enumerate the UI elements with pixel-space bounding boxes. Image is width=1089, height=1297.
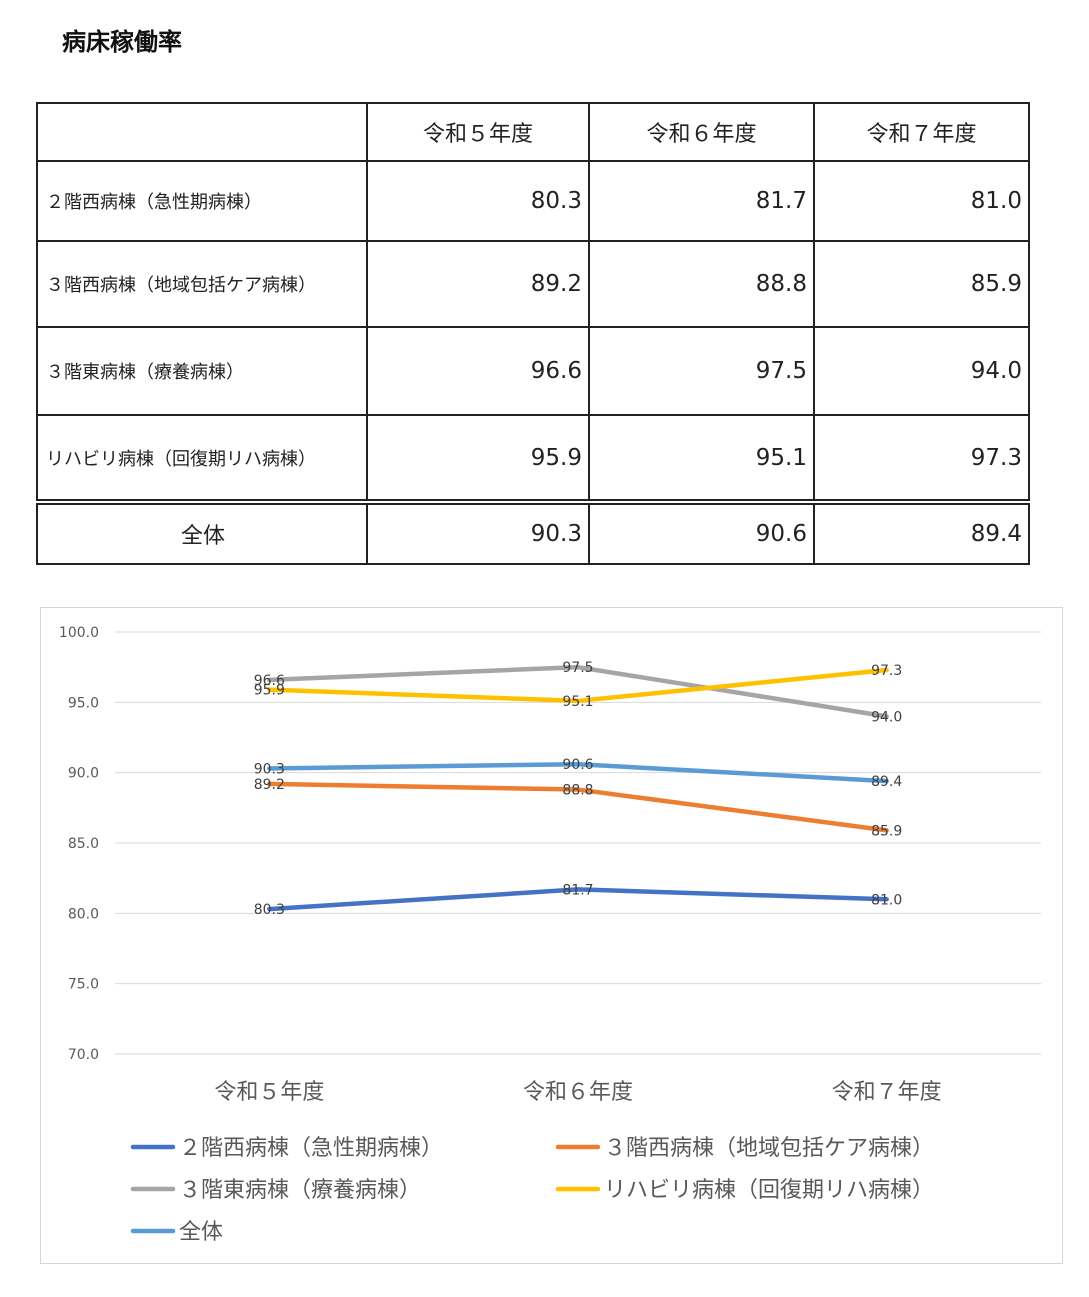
line-chart: 100.0 95.0 90.0 85.0 80.0 75.0 70.0 令和５年度 令和６年度 令…	[59, 625, 1041, 1245]
row-label: リハビリ病棟（回復期リハ病棟）	[36, 414, 368, 503]
data-label: 97.3	[871, 663, 902, 679]
data-label: 89.4	[871, 774, 902, 790]
data-label: 96.6	[254, 673, 285, 689]
table-cell: 97.3	[813, 414, 1030, 503]
table-cell: 85.9	[813, 240, 1030, 328]
occupancy-table: 令和５年度 令和６年度 令和７年度 ２階西病棟（急性期病棟） 80.3 81.7…	[36, 102, 1030, 565]
table-cell: 89.2	[366, 240, 590, 328]
legend-label: ２階西病棟（急性期病棟）	[179, 1136, 443, 1161]
row-label: ３階西病棟（地域包括ケア病棟）	[36, 240, 368, 328]
table-cell: 95.1	[588, 414, 815, 503]
table-cell: 96.6	[366, 326, 590, 416]
row-label: ３階東病棟（療養病棟）	[36, 326, 368, 416]
table-header-r6: 令和６年度	[588, 102, 815, 162]
series-line	[267, 761, 889, 784]
row-label-total: 全体	[36, 499, 368, 565]
table-cell: 89.4	[813, 499, 1030, 565]
legend-label: リハビリ病棟（回復期リハ病棟）	[604, 1178, 934, 1203]
series-line	[267, 664, 889, 719]
data-label: 90.3	[254, 761, 285, 777]
data-label: 80.3	[254, 902, 285, 918]
data-label: 81.7	[562, 882, 593, 898]
data-label: 95.9	[254, 683, 285, 699]
x-tick-label: 令和６年度	[523, 1080, 633, 1105]
table-header-r5: 令和５年度	[366, 102, 590, 162]
table-row: ３階西病棟（地域包括ケア病棟） 89.2 88.8 85.9	[36, 240, 1030, 328]
table-header-r7: 令和７年度	[813, 102, 1030, 162]
data-label: 85.9	[871, 823, 902, 839]
y-tick-label: 95.0	[68, 695, 99, 711]
data-label: 94.0	[871, 709, 902, 725]
table-cell: 81.7	[588, 160, 815, 242]
table-row: リハビリ病棟（回復期リハ病棟） 95.9 95.1 97.3	[36, 414, 1030, 503]
table-cell: 95.9	[366, 414, 590, 503]
data-label: 81.0	[871, 892, 902, 908]
table-cell: 80.3	[366, 160, 590, 242]
table-row: ３階東病棟（療養病棟） 96.6 97.5 94.0	[36, 326, 1030, 416]
legend-label: 全体	[179, 1220, 223, 1245]
y-tick-label: 100.0	[59, 625, 99, 641]
table-row: ２階西病棟（急性期病棟） 80.3 81.7 81.0	[36, 160, 1030, 242]
legend-label: ３階東病棟（療養病棟）	[179, 1178, 421, 1203]
series-line	[267, 667, 889, 704]
chart-container: 100.0 95.0 90.0 85.0 80.0 75.0 70.0 令和５年度 令和６年度 令…	[40, 607, 1063, 1264]
data-label: 89.2	[254, 777, 285, 793]
y-tick-label: 75.0	[68, 977, 99, 993]
data-label: 88.8	[562, 783, 593, 799]
y-tick-label: 80.0	[68, 906, 99, 922]
series-line	[267, 887, 889, 912]
table-header-row: 令和５年度 令和６年度 令和７年度	[36, 102, 1030, 162]
table-cell: 90.6	[588, 499, 815, 565]
table-cell: 97.5	[588, 326, 815, 416]
data-label: 90.6	[562, 757, 593, 773]
x-tick-label: 令和７年度	[832, 1080, 942, 1105]
data-label: 95.1	[562, 694, 593, 710]
table-header-empty	[36, 102, 368, 162]
table-cell: 81.0	[813, 160, 1030, 242]
page-title: 病床稼働率	[62, 28, 182, 56]
y-tick-label: 90.0	[68, 766, 99, 782]
data-label: 97.5	[562, 660, 593, 676]
table-cell: 88.8	[588, 240, 815, 328]
table-cell: 94.0	[813, 326, 1030, 416]
legend-label: ３階西病棟（地域包括ケア病棟）	[604, 1136, 934, 1161]
x-tick-label: 令和５年度	[214, 1080, 324, 1105]
table-total-row: 全体 90.3 90.6 89.4	[36, 499, 1030, 565]
series-line	[267, 781, 889, 833]
y-tick-label: 85.0	[68, 836, 99, 852]
row-label: ２階西病棟（急性期病棟）	[36, 160, 368, 242]
y-tick-label: 70.0	[68, 1047, 99, 1063]
table-cell: 90.3	[366, 499, 590, 565]
